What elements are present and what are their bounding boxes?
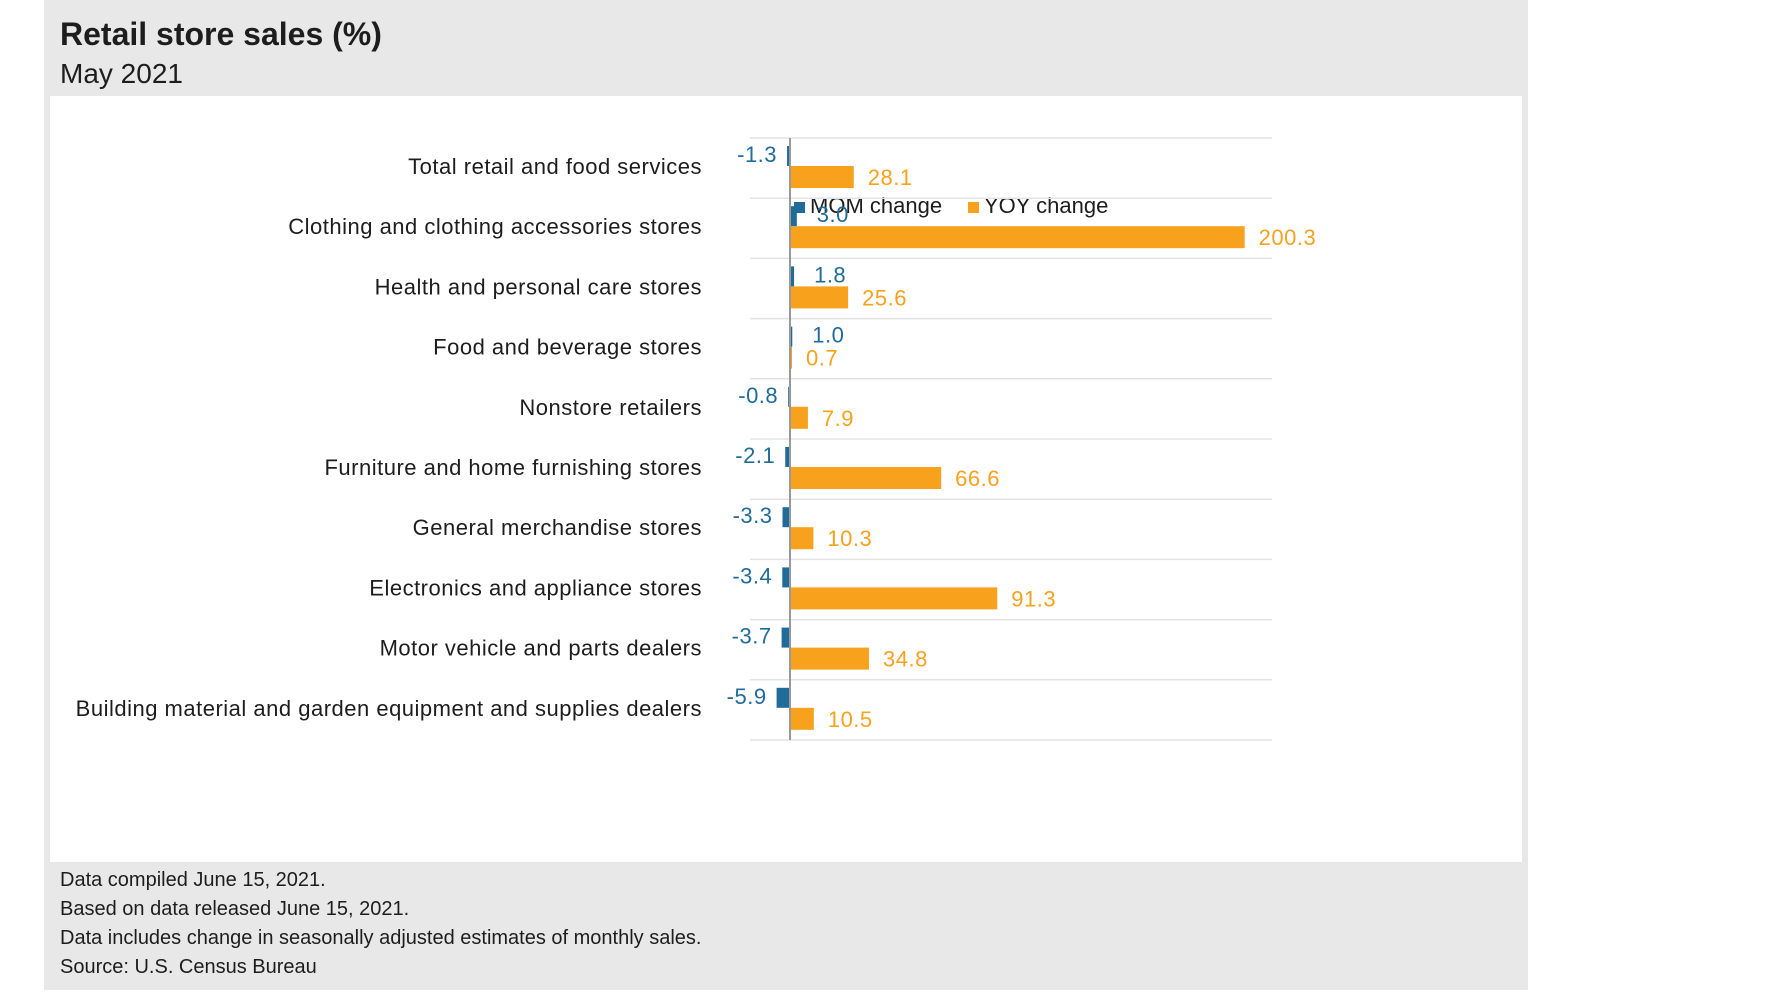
mom-value-label: -5.9 (727, 684, 767, 709)
mom-bar (790, 326, 793, 347)
mom-value-label: 1.8 (814, 262, 846, 287)
category-label: Furniture and home furnishing stores (324, 455, 702, 480)
category-label: Food and beverage stores (433, 335, 702, 360)
category-label: Total retail and food services (408, 154, 702, 179)
mom-value-label: -3.7 (732, 624, 772, 649)
yoy-value-label: 10.3 (827, 526, 872, 551)
category-label: Electronics and appliance stores (369, 575, 702, 600)
category-label: Clothing and clothing accessories stores (288, 214, 702, 239)
yoy-bar (790, 286, 849, 309)
yoy-value-label: 28.1 (868, 165, 913, 190)
mom-bar (782, 507, 790, 528)
legend-label-mom: MOM change (810, 193, 942, 218)
mom-bar (776, 687, 790, 708)
yoy-value-label: 0.7 (806, 346, 838, 371)
yoy-value-label: 34.8 (883, 647, 928, 672)
yoy-value-label: 200.3 (1259, 225, 1317, 250)
category-label: Building material and garden equipment a… (76, 696, 702, 721)
legend-swatch-mom (794, 202, 805, 213)
mom-bar (785, 447, 790, 467)
note-source: Source: U.S. Census Bureau (60, 956, 317, 978)
yoy-bar (790, 226, 1245, 249)
category-label: Nonstore retailers (519, 395, 702, 420)
bar-chart: MOM change YOY change Total retail and foo… (76, 137, 1317, 741)
note-compiled: Data compiled June 15, 2021. (60, 869, 326, 891)
yoy-value-label: 7.9 (822, 406, 854, 431)
mom-bar (781, 627, 790, 648)
mom-bar (787, 146, 790, 166)
yoy-value-label: 25.6 (862, 285, 907, 310)
yoy-bar (790, 587, 998, 610)
yoy-value-label: 91.3 (1011, 586, 1056, 611)
yoy-value-label: 66.6 (955, 466, 1000, 491)
yoy-bar (790, 527, 814, 550)
note-released: Based on data released June 15, 2021. (60, 898, 410, 920)
mom-value-label: -0.8 (738, 383, 778, 408)
yoy-bar (790, 707, 814, 730)
mom-value-label: -2.1 (735, 443, 775, 468)
yoy-bar (790, 467, 942, 489)
category-label: General merchandise stores (413, 515, 702, 540)
yoy-bar (790, 166, 854, 188)
plot-area: MOM change YOY change Total retail and foo… (50, 96, 1522, 862)
mom-value-label: 1.0 (812, 323, 844, 348)
chart-card: Retail store sales (%) May 2021 MOM chan… (44, 0, 1528, 990)
legend-label-yoy: YOY change (984, 193, 1108, 218)
mom-value-label: -3.3 (733, 503, 773, 528)
legend-swatch-yoy (968, 202, 979, 213)
mom-value-label: 3.0 (817, 202, 849, 227)
mom-bar (790, 206, 797, 227)
category-label: Health and personal care stores (375, 274, 702, 299)
yoy-bar (790, 406, 808, 429)
note-seasonal: Data includes change in seasonally adjus… (60, 927, 702, 949)
mom-value-label: -1.3 (737, 142, 777, 167)
yoy-value-label: 10.5 (828, 707, 873, 732)
mom-bar (790, 266, 795, 287)
category-label: Motor vehicle and parts dealers (380, 636, 702, 661)
chart-title: Retail store sales (%) (60, 16, 382, 52)
yoy-bar (790, 647, 869, 670)
mom-bar (782, 567, 790, 588)
footnotes: Data compiled June 15, 2021. Based on da… (60, 866, 701, 982)
chart-subtitle: May 2021 (60, 58, 183, 89)
mom-value-label: -3.4 (732, 563, 772, 588)
